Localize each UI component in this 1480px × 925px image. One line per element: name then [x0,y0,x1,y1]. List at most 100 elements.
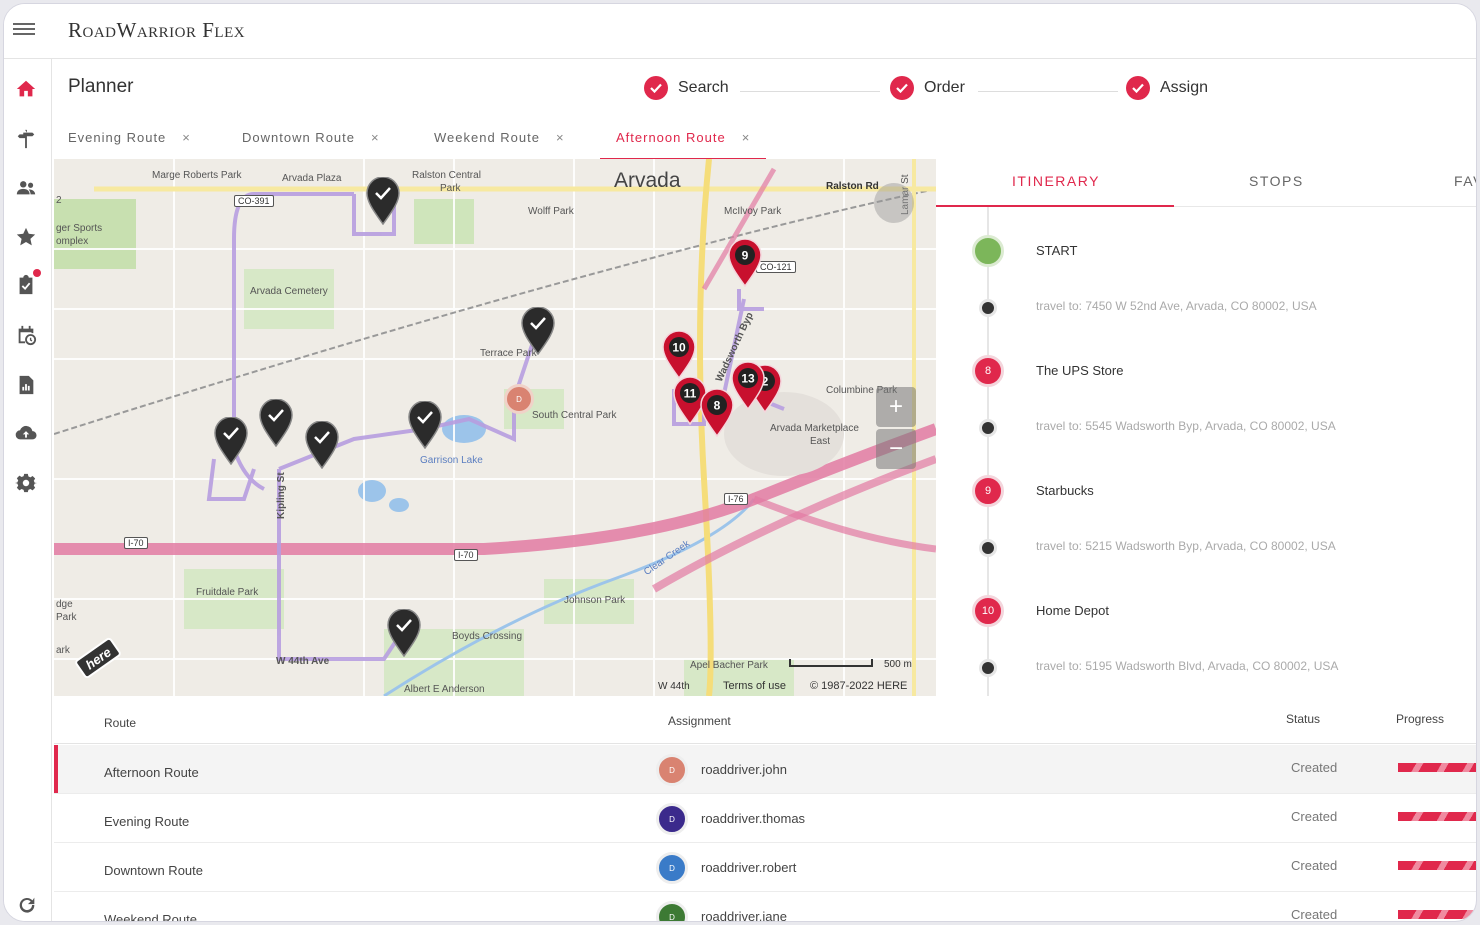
map-label: East [810,436,831,447]
travel-text: travel to: 5215 Wadsworth Byp, Arvada, C… [1036,539,1336,553]
close-icon[interactable]: × [556,129,565,145]
stop-number-badge: 8 [972,355,1004,387]
route-name: Afternoon Route [104,765,199,780]
table-row[interactable]: Afternoon Route D roaddriver.john Create… [54,745,1476,794]
step-connector [978,91,1118,92]
hamburger-menu-icon[interactable] [13,20,35,38]
app-window: RoadWarrior Flex Planner Search [3,3,1477,922]
zoom-in-button[interactable]: + [876,387,916,427]
signpost-icon[interactable] [14,127,38,151]
tab-underline [936,205,1174,207]
pin-number: 8 [714,399,721,413]
step-order[interactable]: Order [890,76,965,100]
top-bar: RoadWarrior Flex [4,4,1476,59]
check-icon [644,76,668,100]
route-map[interactable]: Arvada Marge Roberts Park Arvada Plaza R… [54,159,936,696]
step-label: Search [678,79,729,96]
avatar: D [656,754,688,786]
driver-name: roaddriver.thomas [701,811,806,826]
check-icon [1126,76,1150,100]
locate-button[interactable] [874,183,914,223]
map-label: W 44th Ave [276,656,330,667]
step-label: Assign [1160,79,1209,96]
map-label: Boyds Crossing [452,631,523,642]
step-search[interactable]: Search [644,76,729,100]
star-icon[interactable] [14,225,38,249]
step-assign[interactable]: Assign [1126,76,1208,100]
page-title: Planner [68,76,134,97]
travel-dot [979,299,997,317]
refresh-icon[interactable] [16,894,38,916]
completed-stop-pin[interactable] [521,306,555,356]
calendar-clock-icon[interactable] [14,323,38,347]
tab-itinerary[interactable]: ITINERARY [1012,173,1100,189]
completed-stop-pin[interactable] [366,176,400,226]
route-name: Weekend Route [104,912,197,922]
gear-icon[interactable] [14,471,38,495]
map-label: Garrison Lake [420,455,483,466]
map-footer-street: W 44th [658,681,690,692]
tab-afternoon-route[interactable]: Afternoon Route × [599,116,767,160]
map-label: Ralston Central [412,170,481,181]
map-label: Park [440,183,461,194]
completed-stop-pin[interactable] [214,416,248,466]
terms-of-use-link[interactable]: Terms of use [723,680,786,692]
status-text: Created [1291,858,1338,873]
report-icon[interactable] [14,373,38,397]
close-icon[interactable]: × [371,129,380,145]
column-header-status[interactable]: Status [1286,712,1321,726]
driver-name: roaddriver.john [701,762,787,777]
pin-number: 2 [762,375,769,389]
stepper: Search Order Assign [644,76,1224,108]
home-icon[interactable] [14,77,38,101]
stop-pin-13[interactable]: 13 [731,361,765,411]
cloud-upload-icon[interactable] [14,421,38,445]
stop-name: Starbucks [1036,483,1094,498]
column-header-assignment[interactable]: Assignment [668,714,731,728]
travel-text: travel to: 7450 W 52nd Ave, Arvada, CO 8… [1036,299,1317,313]
status-text: Created [1291,760,1338,775]
avatar: D [656,901,688,921]
map-label: McIlvoy Park [724,206,782,217]
progress-bar [1398,763,1476,772]
start-marker [972,235,1004,267]
completed-stop-pin[interactable] [305,420,339,470]
tab-label: Afternoon Route [616,129,726,145]
completed-stop-pin[interactable] [408,400,442,450]
step-connector [740,91,880,92]
tab-downtown-route[interactable]: Downtown Route × [242,116,380,158]
table-row[interactable]: Weekend Route D roaddriver.jane Created [54,892,1476,922]
stop-name: The UPS Store [1036,363,1124,378]
map-label: Ralston Rd [826,181,879,192]
table-row[interactable]: Evening Route D roaddriver.thomas Create… [54,794,1476,843]
people-icon[interactable] [14,176,38,200]
zoom-out-button[interactable]: − [876,429,916,469]
map-label: Terrace Park [480,348,537,359]
stop-name: Home Depot [1036,603,1109,618]
route-name: Evening Route [104,814,190,829]
clipboard-check-icon[interactable] [14,269,41,297]
completed-stop-pin[interactable] [387,608,421,658]
status-text: Created [1291,907,1338,922]
map-label: Kipling St [276,472,287,519]
stop-pin-8[interactable]: 8 [700,388,734,438]
stop-pin-11[interactable]: 11 [673,376,707,426]
pin-number: 13 [741,372,755,386]
stop-pin-9[interactable]: 9 [728,238,762,288]
completed-stop-pin[interactable] [259,398,293,448]
depot-marker[interactable]: D [504,384,534,414]
tab-favorites[interactable]: FAV [1454,173,1476,189]
column-header-route[interactable]: Route [104,716,137,730]
close-icon[interactable]: × [741,129,751,145]
tab-stops[interactable]: STOPS [1249,173,1304,189]
map-label: Apel Bacher Park [690,660,768,671]
tab-evening-route[interactable]: Evening Route × [68,116,191,158]
table-row[interactable]: Downtown Route D roaddriver.robert Creat… [54,843,1476,892]
tab-weekend-route[interactable]: Weekend Route × [434,116,565,158]
close-icon[interactable]: × [182,129,191,145]
table-header: Route Assignment Status Progress [54,696,1476,744]
stop-number-badge: 10 [972,595,1004,627]
stop-pin-10[interactable]: 10 [662,330,696,380]
column-header-progress[interactable]: Progress [1396,712,1445,726]
progress-bar [1398,910,1476,919]
